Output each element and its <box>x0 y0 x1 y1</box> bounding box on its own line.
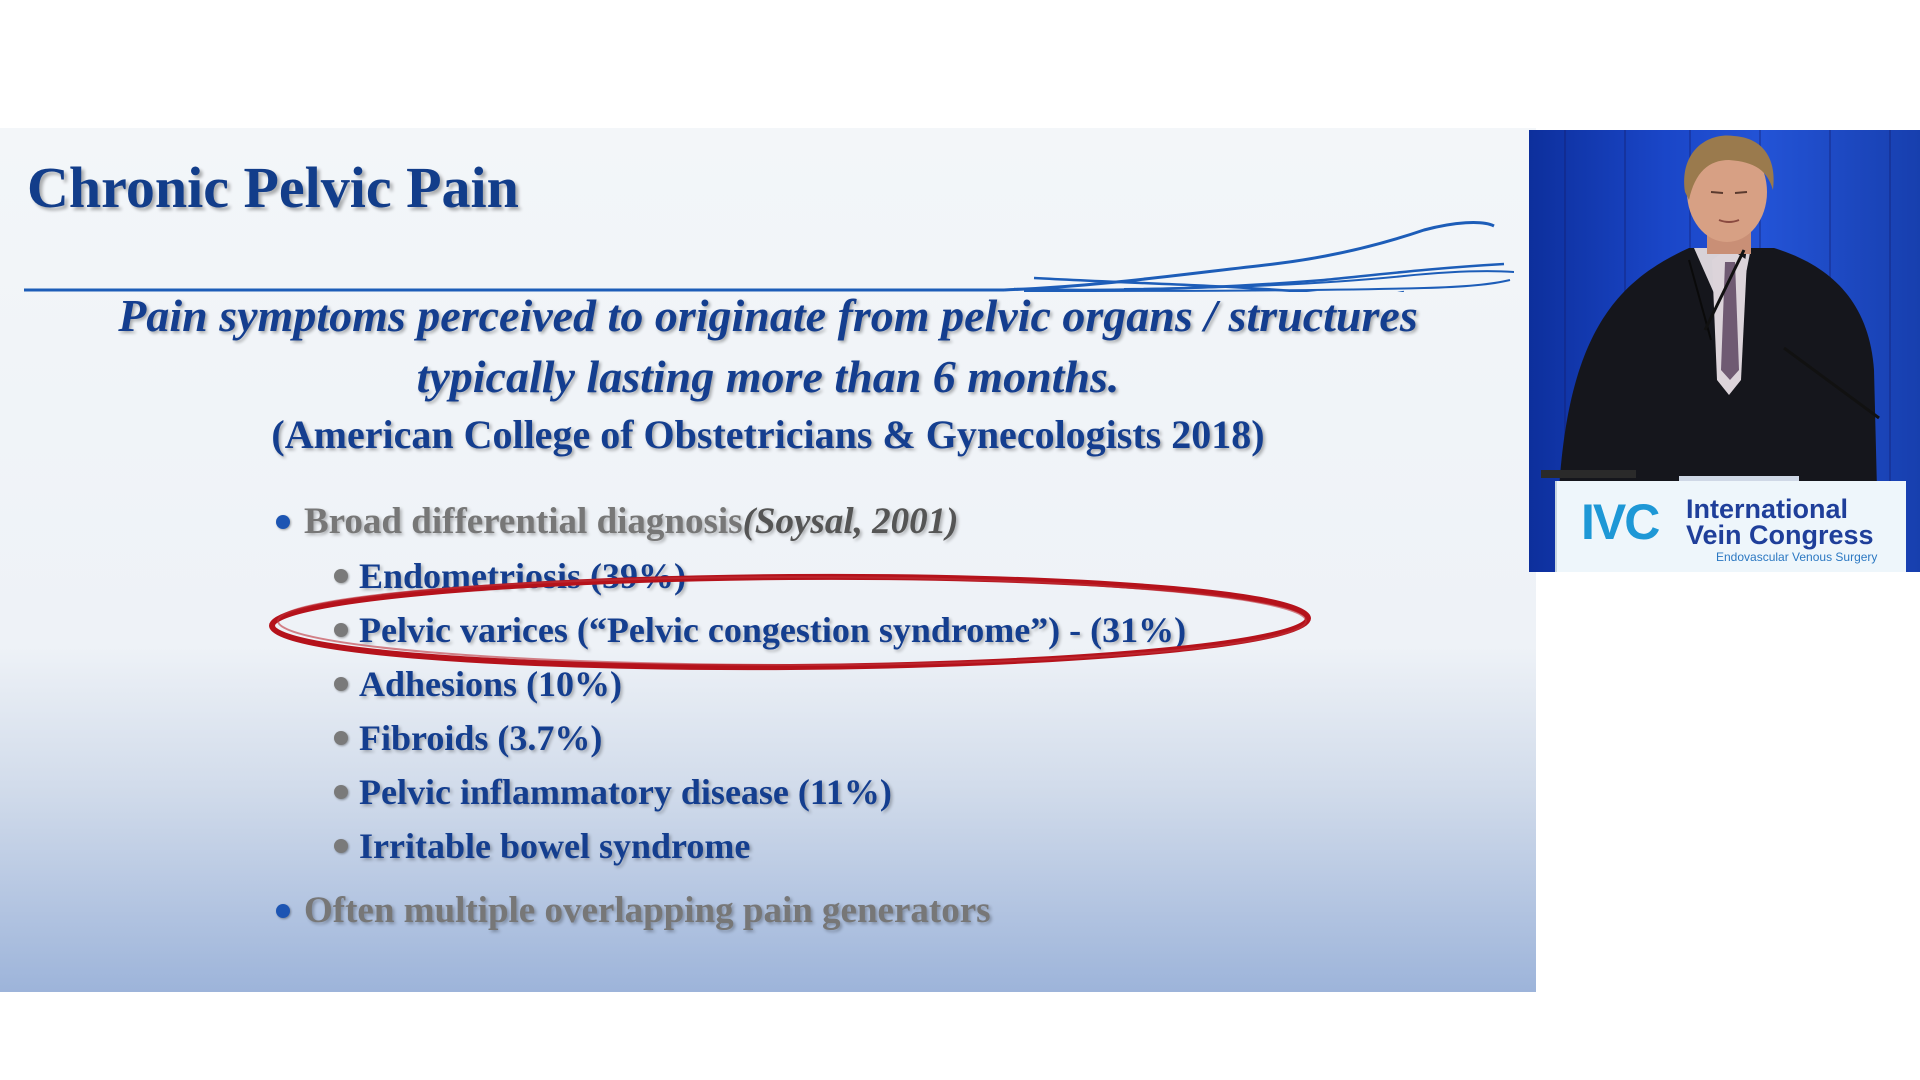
sign-line-1: International <box>1686 494 1849 524</box>
slide-title: Chronic Pelvic Pain <box>27 155 519 220</box>
speaker-video-feed: IVC International Vein Congress Endovasc… <box>1529 130 1920 572</box>
bullet-dot-icon <box>334 623 348 637</box>
bullet-text: Often multiple overlapping pain generato… <box>304 890 991 931</box>
bullet-dot-icon <box>334 677 348 691</box>
sub-bullet-adhesions: Adhesions (10%) <box>334 663 622 705</box>
ivc-logo: IVC <box>1581 494 1660 550</box>
speaker-figure <box>1541 135 1880 490</box>
definition-text: Pain symptoms perceived to originate fro… <box>0 285 1536 407</box>
sub-bullet-text: Pelvic varices (“Pelvic congestion syndr… <box>359 610 1187 650</box>
bullet-dot-icon <box>334 785 348 799</box>
sub-bullet-text: Irritable bowel syndrome <box>359 826 751 866</box>
bullet-dot-icon <box>276 903 290 918</box>
ivc-podium-sign: IVC International Vein Congress Endovasc… <box>1555 481 1906 572</box>
presentation-slide: Chronic Pelvic Pain Pain symptoms percei… <box>0 128 1536 992</box>
bullet-dot-icon <box>334 569 348 583</box>
sub-bullet-text: Endometriosis (39%) <box>359 556 686 596</box>
definition-line-2: typically lasting more than 6 months. <box>416 351 1120 402</box>
sign-line-2: Vein Congress <box>1686 520 1874 550</box>
highlight-ellipse <box>269 573 1311 671</box>
bullet-dot-icon <box>334 839 348 853</box>
bullet-text: Broad differential diagnosis <box>304 501 743 542</box>
sub-bullet-fibroids: Fibroids (3.7%) <box>334 717 602 759</box>
definition-citation: (American College of Obstetricians & Gyn… <box>271 412 1265 457</box>
bullet-overlapping-pain-generators: Often multiple overlapping pain generato… <box>276 889 991 932</box>
sub-bullet-text: Fibroids (3.7%) <box>359 718 603 758</box>
sub-bullet-text: Adhesions (10%) <box>359 664 623 704</box>
bullet-differential-diagnosis: Broad differential diagnosis (Soysal, 20… <box>276 500 958 543</box>
sub-bullet-endometriosis: Endometriosis (39%) <box>334 555 686 597</box>
bullet-reference: (Soysal, 2001) <box>742 501 959 542</box>
sub-bullet-text: Pelvic inflammatory disease (11%) <box>359 772 892 812</box>
title-underline-decoration <box>24 221 1514 292</box>
bullet-dot-icon <box>334 731 348 745</box>
sub-bullet-pelvic-inflammatory-disease: Pelvic inflammatory disease (11%) <box>334 771 892 813</box>
bullet-dot-icon <box>276 514 290 529</box>
definition-line-1: Pain symptoms perceived to originate fro… <box>118 290 1418 341</box>
sub-bullet-pelvic-varices: Pelvic varices (“Pelvic congestion syndr… <box>334 609 1186 651</box>
sign-line-3: Endovascular Venous Surgery <box>1716 550 1878 564</box>
sub-bullet-irritable-bowel-syndrome: Irritable bowel syndrome <box>334 825 750 867</box>
